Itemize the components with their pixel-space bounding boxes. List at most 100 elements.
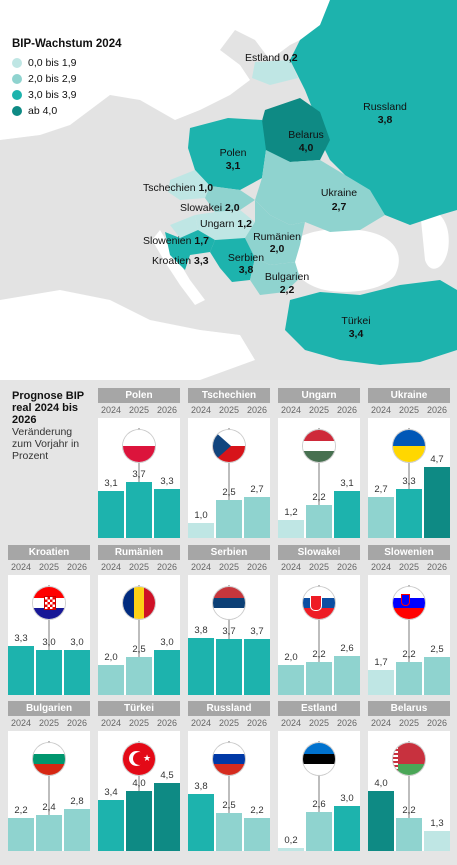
region-polen — [188, 118, 266, 190]
year-tick-label: 2024 — [190, 405, 212, 415]
map-title: BIP-Wachstum 2024 — [12, 38, 122, 50]
year-tick-label: 2026 — [246, 718, 268, 728]
bar-value-label: 3,3 — [402, 476, 416, 487]
panel-years: 2024 2025 2026 — [98, 562, 180, 574]
map-label-slowakei: Slowakei 2,0 — [180, 202, 240, 214]
bar-value-label: 4,7 — [430, 454, 444, 465]
black-sea — [289, 228, 399, 292]
bar: 3,3 — [396, 476, 422, 538]
bar-value-label: 3,3 — [14, 633, 28, 644]
forecast-header: Prognose BIP real 2024 bis 2026 Veränder… — [12, 390, 94, 462]
bar: 4,7 — [424, 454, 450, 538]
map-label-bulgarien-name: Bulgarien — [265, 271, 310, 283]
flag-pole — [318, 741, 320, 841]
bar: 4,0 — [126, 778, 152, 851]
bar: 2,2 — [306, 492, 332, 538]
bar: 0,2 — [278, 835, 304, 851]
bar: 2,8 — [64, 796, 90, 851]
year-tick-label: 2025 — [398, 405, 420, 415]
estland-flag-icon — [303, 743, 335, 775]
bar: 2,6 — [334, 643, 360, 695]
panel-country-name: Estland — [278, 701, 360, 716]
forecast-panel: Serbien 2024 2025 2026 3,8 3,7 3,7 — [188, 545, 270, 695]
year-tick-label: 2026 — [426, 718, 448, 728]
forecast-panel: Ungarn 2024 2025 2026 1,2 2,2 3,1 — [278, 388, 360, 538]
flag-pole — [138, 585, 140, 685]
bar: 3,7 — [126, 469, 152, 538]
bar-value-label: 3,0 — [160, 637, 174, 648]
bar-value-label: 2,7 — [374, 484, 388, 495]
flag-pole — [408, 741, 410, 841]
forecast-subtitle: Veränderung zum Vorjahr in Prozent — [12, 426, 80, 462]
forecast-panel: Kroatien 2024 2025 2026 3,3 3,0 3,0 — [8, 545, 90, 695]
year-tick-label: 2026 — [156, 562, 178, 572]
panel-chart: 3,4 4,0 4,5 ★ — [98, 731, 180, 851]
panel-years: 2024 2025 2026 — [278, 405, 360, 417]
panel-country-name: Slowakei — [278, 545, 360, 560]
legend-swatch — [12, 90, 22, 100]
map-label-rumaenien-name: Rumänien — [253, 231, 301, 243]
sea-north — [0, 0, 330, 140]
year-tick-label: 2024 — [370, 405, 392, 415]
forecast-panel: Estland 2024 2025 2026 0,2 2,6 3,0 — [278, 701, 360, 851]
region-ukraine — [255, 150, 385, 232]
year-tick-label: 2025 — [308, 718, 330, 728]
map-label-polen-name: Polen — [220, 147, 247, 159]
year-tick-label: 2025 — [398, 562, 420, 572]
bar: 2,2 — [244, 805, 270, 851]
rumaenien-flag-icon — [123, 587, 155, 619]
year-tick-label: 2025 — [38, 562, 60, 572]
bar: 3,3 — [8, 633, 34, 695]
map-label-ungarn: Ungarn 1,2 — [200, 218, 252, 230]
year-tick-label: 2024 — [100, 562, 122, 572]
region-russland — [290, 0, 457, 225]
bar: 4,5 — [154, 770, 180, 851]
bar-value-label: 2,5 — [222, 487, 236, 498]
forecast-panel: Polen 2024 2025 2026 3,1 3,7 3,3 — [98, 388, 180, 538]
legend-label: ab 4,0 — [28, 105, 58, 117]
legend-swatch — [12, 58, 22, 68]
map-label-belarus-value: 4,0 — [299, 142, 314, 154]
bar-value-label: 3,4 — [104, 787, 118, 798]
year-tick-label: 2024 — [280, 405, 302, 415]
panel-country-name: Ungarn — [278, 388, 360, 403]
russland-flag-icon — [213, 743, 245, 775]
forecast-panel: Belarus 2024 2025 2026 4,0 2,2 1,3 — [368, 701, 450, 851]
bar-value-label: 3,7 — [250, 626, 264, 637]
year-tick-label: 2025 — [218, 718, 240, 728]
bar: 2,0 — [98, 652, 124, 695]
panel-years: 2024 2025 2026 — [278, 718, 360, 730]
forecast-section: Prognose BIP real 2024 bis 2026 Veränder… — [0, 380, 457, 865]
bar-value-label: 2,7 — [250, 484, 264, 495]
bar-value-label: 2,2 — [312, 649, 326, 660]
bar-value-label: 2,0 — [284, 652, 298, 663]
flag-pole — [318, 585, 320, 685]
flag-pole — [408, 428, 410, 528]
panel-chart: 2,0 2,2 2,6 — [278, 575, 360, 695]
bar-value-label: 3,0 — [340, 793, 354, 804]
map-label-belarus-name: Belarus — [288, 129, 324, 141]
map-label-kroatien: Kroatien 3,3 — [152, 255, 209, 267]
map-label-tschechien: Tschechien 1,0 — [143, 182, 213, 194]
bar: 3,0 — [36, 637, 62, 695]
year-tick-label: 2024 — [10, 562, 32, 572]
growth-map: Estland 0,2 Russland 3,8 Belarus 4,0 Pol… — [0, 0, 457, 380]
panel-years: 2024 2025 2026 — [98, 405, 180, 417]
bulgarien-flag-icon — [33, 743, 65, 775]
bar-value-label: 4,5 — [160, 770, 174, 781]
legend-swatch — [12, 106, 22, 116]
panel-country-name: Türkei — [98, 701, 180, 716]
bar-value-label: 3,1 — [104, 478, 118, 489]
panel-country-name: Russland — [188, 701, 270, 716]
bar: 1,3 — [424, 818, 450, 851]
region-slowenien — [170, 215, 198, 238]
bar-value-label: 4,0 — [132, 778, 146, 789]
panel-country-name: Polen — [98, 388, 180, 403]
year-tick-label: 2026 — [336, 718, 358, 728]
year-tick-label: 2026 — [66, 718, 88, 728]
panel-country-name: Slowenien — [368, 545, 450, 560]
forecast-panel: Rumänien 2024 2025 2026 2,0 2,5 3,0 — [98, 545, 180, 695]
year-tick-label: 2024 — [370, 562, 392, 572]
year-tick-label: 2025 — [218, 405, 240, 415]
bar-value-label: 2,2 — [402, 805, 416, 816]
